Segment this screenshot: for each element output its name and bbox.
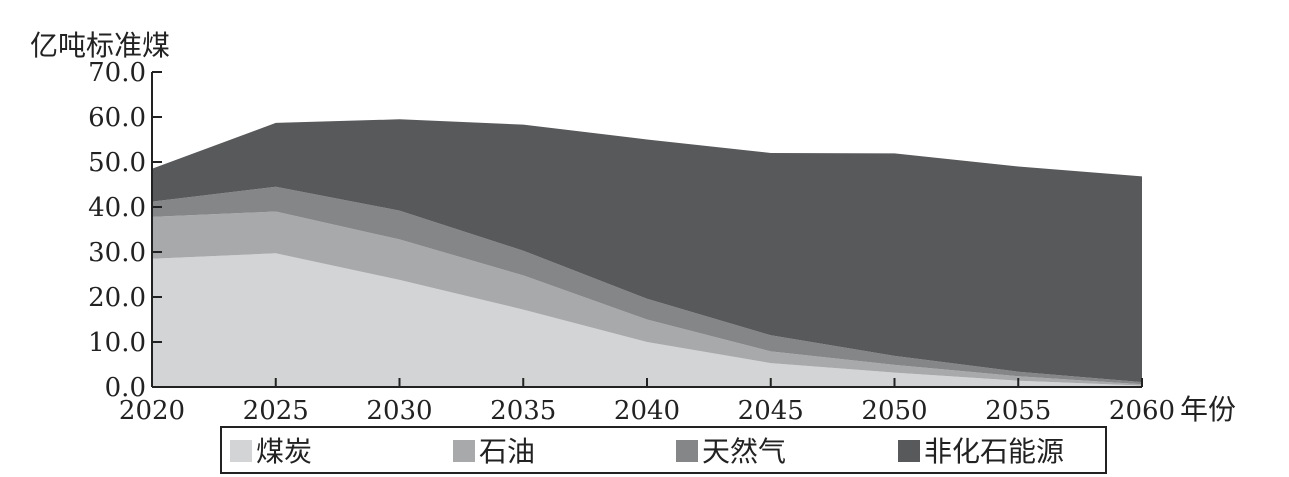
x-tick-label: 2040 bbox=[614, 396, 680, 426]
legend-label: 天然气 bbox=[702, 435, 786, 468]
legend-swatch bbox=[230, 440, 252, 462]
x-tick-label: 2050 bbox=[861, 396, 927, 426]
area-series-3 bbox=[152, 186, 1142, 385]
legend-label: 石油 bbox=[479, 435, 535, 468]
x-tick-label: 2055 bbox=[985, 396, 1051, 426]
legend-swatch bbox=[453, 440, 475, 462]
area-series-2 bbox=[152, 211, 1142, 386]
y-tick-label: 0.0 bbox=[105, 373, 146, 403]
area-series-4 bbox=[152, 119, 1142, 383]
y-tick-label: 60.0 bbox=[88, 103, 146, 133]
x-tick-label: 2045 bbox=[738, 396, 804, 426]
legend-label: 煤炭 bbox=[256, 435, 312, 468]
y-tick-label: 70.0 bbox=[88, 58, 146, 88]
area-series-1 bbox=[152, 253, 1142, 387]
axes-group: 0.0 10.0 20.0 30.0 40.0 50.0 60.0 70.0 2020 2025 2… bbox=[88, 58, 1175, 426]
y-tick-label: 20.0 bbox=[88, 283, 146, 313]
y-tick-label: 10.0 bbox=[88, 328, 146, 358]
x-tick-label: 2020 bbox=[119, 396, 185, 426]
area-series-group bbox=[152, 119, 1142, 387]
x-tick-label: 2035 bbox=[490, 396, 556, 426]
y-tick-label: 40.0 bbox=[88, 193, 146, 223]
legend-swatch bbox=[898, 440, 920, 462]
x-tick-label: 2025 bbox=[243, 396, 309, 426]
legend-swatch bbox=[676, 440, 698, 462]
legend-box bbox=[220, 426, 1107, 474]
y-tick-label: 50.0 bbox=[88, 148, 146, 178]
x-tick-label: 2060 bbox=[1109, 396, 1175, 426]
y-tick-label: 30.0 bbox=[88, 238, 146, 268]
legend: 煤炭 石油 天然气 非化石能源 bbox=[220, 426, 1107, 474]
legend-label: 非化石能源 bbox=[924, 435, 1064, 468]
x-axis-title: 年份 bbox=[1180, 393, 1236, 426]
y-axis-title: 亿吨标准煤 bbox=[30, 29, 170, 62]
x-tick-label: 2030 bbox=[366, 396, 432, 426]
